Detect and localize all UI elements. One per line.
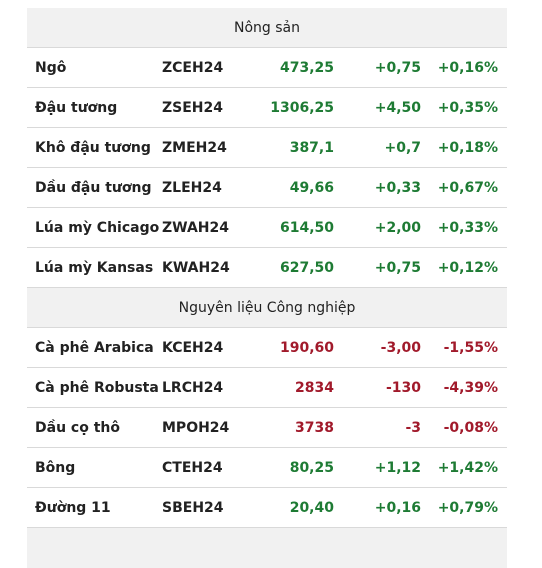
cell: -4,39%: [443, 380, 498, 396]
price-table: Nông sản Ngô ZCEH24 473,25 +0,75 +0,16% Đậu tư…: [27, 8, 507, 568]
cell: LRCH24: [162, 380, 224, 396]
cell: +0,16: [374, 500, 421, 516]
cell: Ngô: [35, 60, 67, 76]
cell: Dầu cọ thô: [35, 420, 120, 436]
cell: 473,25: [279, 60, 334, 76]
cell: 387,1: [289, 140, 334, 156]
cell: +0,79%: [437, 500, 498, 516]
cell: Cà phê Robusta: [35, 380, 159, 396]
cell: Dầu đậu tương: [35, 180, 152, 196]
cell: +4,50: [374, 100, 421, 116]
table-row: Cà phê Arabica KCEH24 190,60 -3,00 -1,55%: [27, 328, 507, 368]
cell: +0,35%: [437, 100, 498, 116]
cell: 49,66: [289, 180, 334, 196]
cell: 1306,25: [270, 100, 334, 116]
cell: 2834: [295, 380, 334, 396]
cell: +2,00: [374, 220, 421, 236]
cell: 190,60: [279, 340, 334, 356]
table-row: Bông CTEH24 80,25 +1,12 +1,42%: [27, 448, 507, 488]
page: {"table": {"sections": [ {"title": "Nông…: [27, 8, 507, 568]
cell: +1,42%: [437, 460, 498, 476]
cell: +0,75: [374, 60, 421, 76]
cell: -1,55%: [443, 340, 498, 356]
cell: 3738: [295, 420, 334, 436]
cell: 80,25: [289, 460, 334, 476]
cell: ZSEH24: [162, 100, 223, 116]
table-row: Ngô ZCEH24 473,25 +0,75 +0,16%: [27, 48, 507, 88]
table-row: Cà phê Robusta LRCH24 2834 -130 -4,39%: [27, 368, 507, 408]
cell: KCEH24: [162, 340, 224, 356]
table-row: Lúa mỳ Kansas KWAH24 627,50 +0,75 +0,12%: [27, 248, 507, 288]
cell: -0,08%: [443, 420, 498, 436]
section-header: Nông sản: [27, 8, 507, 48]
cell: ZWAH24: [162, 220, 229, 236]
cell: +1,12: [374, 460, 421, 476]
cell: -3,00: [380, 340, 421, 356]
cell: Cà phê Arabica: [35, 340, 154, 356]
cell: -3: [405, 420, 421, 436]
cell: +0,75: [374, 260, 421, 276]
cell: 614,50: [279, 220, 334, 236]
section-header: [27, 528, 507, 568]
table-row: Dầu đậu tương ZLEH24 49,66 +0,33 +0,67%: [27, 168, 507, 208]
cell: Đậu tương: [35, 100, 118, 116]
cell: Bông: [35, 460, 76, 476]
table-row: Khô đậu tương ZMEH24 387,1 +0,7 +0,18%: [27, 128, 507, 168]
cell: +0,7: [384, 140, 421, 156]
cell: Đường 11: [35, 500, 111, 516]
table-row: Đường 11 SBEH24 20,40 +0,16 +0,79%: [27, 488, 507, 528]
cell: SBEH24: [162, 500, 224, 516]
cell: +0,12%: [437, 260, 498, 276]
cell: +0,18%: [437, 140, 498, 156]
cell: MPOH24: [162, 420, 230, 436]
cell: +0,33: [374, 180, 421, 196]
cell: CTEH24: [162, 460, 223, 476]
cell: 627,50: [279, 260, 334, 276]
cell: ZMEH24: [162, 140, 227, 156]
cell: 20,40: [289, 500, 334, 516]
cell: +0,16%: [437, 60, 498, 76]
cell: +0,67%: [437, 180, 498, 196]
section-header: Nguyên liệu Công nghiệp: [27, 288, 507, 328]
table-row: Dầu cọ thô MPOH24 3738 -3 -0,08%: [27, 408, 507, 448]
table-row: Lúa mỳ Chicago ZWAH24 614,50 +2,00 +0,33%: [27, 208, 507, 248]
cell: -130: [385, 380, 421, 396]
cell: ZLEH24: [162, 180, 222, 196]
table-row: Đậu tương ZSEH24 1306,25 +4,50 +0,35%: [27, 88, 507, 128]
cell: KWAH24: [162, 260, 230, 276]
cell: ZCEH24: [162, 60, 224, 76]
cell: Lúa mỳ Kansas: [35, 260, 154, 276]
cell: Lúa mỳ Chicago: [35, 220, 160, 236]
cell: Khô đậu tương: [35, 140, 151, 156]
cell: +0,33%: [437, 220, 498, 236]
